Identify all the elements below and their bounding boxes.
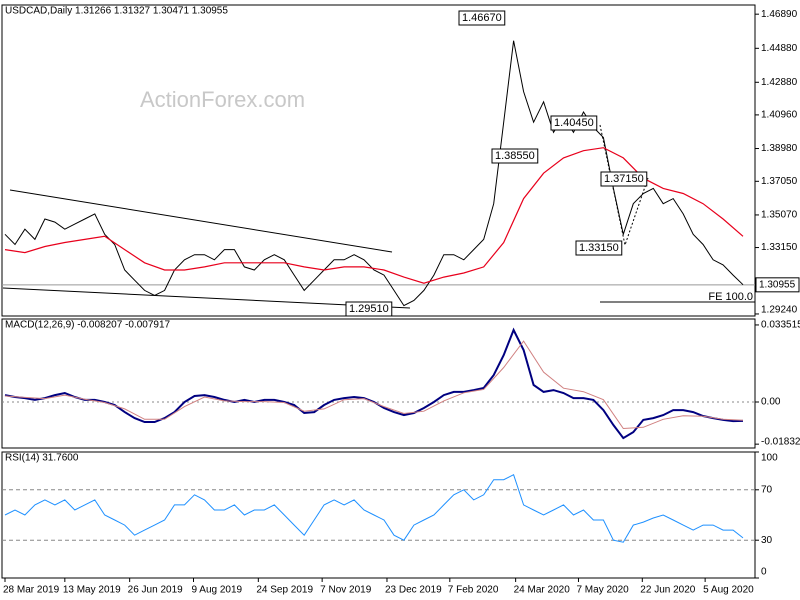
y-tick-label: 1.38980 <box>761 143 798 154</box>
annotation-box <box>491 148 539 164</box>
x-tick-label: 7 Nov 2019 <box>320 585 372 596</box>
annotation-box <box>345 301 393 317</box>
x-tick-label: 9 Aug 2019 <box>191 585 242 596</box>
annotation: 1.40450 <box>554 117 594 129</box>
annotation-box <box>458 10 506 26</box>
panel-frame <box>1 451 756 579</box>
y-tick-label: 0.033515 <box>761 320 800 331</box>
x-tick-label: 13 May 2019 <box>63 585 121 596</box>
last-price-box <box>755 277 800 293</box>
panel-title: USDCAD,Daily 1.31266 1.31327 1.30471 1.3… <box>5 6 228 17</box>
y-tick-label: 0 <box>761 567 767 578</box>
annotation: 1.37150 <box>604 173 644 185</box>
trend-line <box>2 287 411 309</box>
y-tick-label: 1.46890 <box>761 9 798 20</box>
annotation: 1.33150 <box>579 242 619 254</box>
series-line <box>4 327 744 440</box>
annotation: 1.46670 <box>462 12 502 24</box>
y-tick-label: 1.33150 <box>761 242 798 253</box>
y-tick-label: -0.018324 <box>761 437 800 448</box>
y-tick-label: 1.40960 <box>761 110 798 121</box>
panel-title: MACD(12,26,9) -0.008207 -0.007917 <box>5 320 171 331</box>
y-tick-label: 1.42880 <box>761 77 798 88</box>
y-tick-label: 0.00 <box>761 397 781 408</box>
annotation-box <box>575 240 623 256</box>
annotation: 1.29510 <box>349 303 389 315</box>
y-tick-label: 1.37050 <box>761 176 798 187</box>
annotation-box <box>550 115 598 131</box>
annotation-box <box>600 171 648 187</box>
last-price-label: 1.30955 <box>759 279 796 290</box>
trend-line <box>9 189 393 253</box>
x-tick-label: 5 Aug 2020 <box>703 585 754 596</box>
series-line <box>4 340 744 430</box>
x-tick-label: 22 Jun 2020 <box>640 585 695 596</box>
y-tick-label: 1.44880 <box>761 43 798 54</box>
y-tick-label: 1.29240 <box>761 305 798 316</box>
annotation: 1.38550 <box>495 150 535 162</box>
y-tick-label: 100 <box>761 453 778 464</box>
x-tick-label: 24 Sep 2019 <box>256 585 313 596</box>
panel-title: RSI(14) 31.7600 <box>5 453 79 464</box>
x-tick-label: 7 May 2020 <box>576 585 629 596</box>
x-tick-label: 23 Dec 2019 <box>385 585 442 596</box>
series-line <box>4 473 744 543</box>
y-tick-label: 1.35070 <box>761 210 798 221</box>
x-tick-label: 28 Mar 2019 <box>3 585 60 596</box>
y-tick-label: 30 <box>761 535 773 546</box>
watermark: ActionForex.com <box>140 87 305 112</box>
x-tick-label: 26 Jun 2019 <box>128 585 183 596</box>
annotation: FE 100.0 <box>708 291 753 303</box>
y-tick-label: 70 <box>761 484 773 495</box>
panel-frame <box>1 318 756 449</box>
series-line <box>4 40 744 307</box>
x-tick-label: 24 Mar 2020 <box>514 585 571 596</box>
series-line <box>4 147 744 284</box>
x-tick-label: 7 Feb 2020 <box>448 585 499 596</box>
